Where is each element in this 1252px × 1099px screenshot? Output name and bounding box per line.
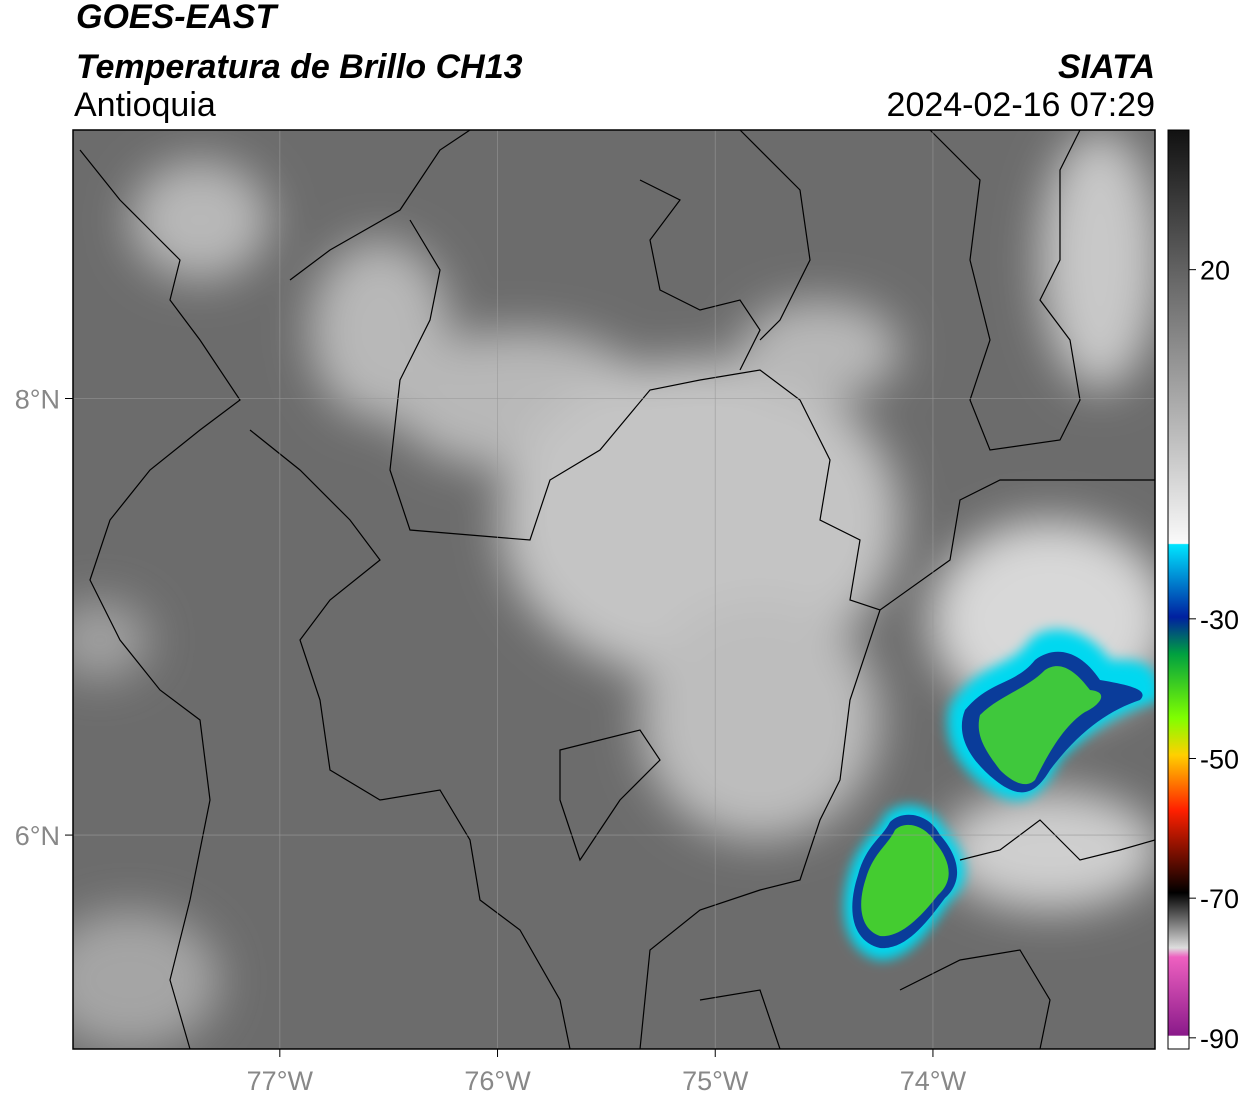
x-tick-label: 76°W: [464, 1066, 531, 1096]
x-tick-label: 75°W: [682, 1066, 749, 1096]
graticule: [73, 130, 1155, 1049]
colorbar-tick-label: -70: [1200, 884, 1239, 914]
region: Antioquia: [74, 86, 216, 124]
map-image: [73, 130, 1155, 1049]
source: SIATA: [1058, 48, 1155, 86]
colorbar-tick-label: -30: [1200, 605, 1239, 635]
y-tick-label: 6°N: [15, 821, 60, 851]
storm: [844, 629, 1155, 960]
colorbar: [1167, 129, 1190, 1050]
colorbar-tick-label: -90: [1200, 1024, 1239, 1054]
map-frame: [72, 129, 1156, 1050]
y-tick-label: 8°N: [15, 384, 60, 414]
colorbar-tick-label: 20: [1200, 256, 1230, 286]
subtitle: Temperatura de Brillo CH13: [76, 48, 523, 86]
x-tick-label: 74°W: [900, 1066, 967, 1096]
colorbar-tick-label: -50: [1200, 744, 1239, 774]
title: GOES-EAST: [76, 0, 279, 36]
borders: [79, 130, 1155, 1049]
x-tick-label: 77°W: [247, 1066, 314, 1096]
datetime: 2024-02-16 07:29: [887, 86, 1155, 124]
